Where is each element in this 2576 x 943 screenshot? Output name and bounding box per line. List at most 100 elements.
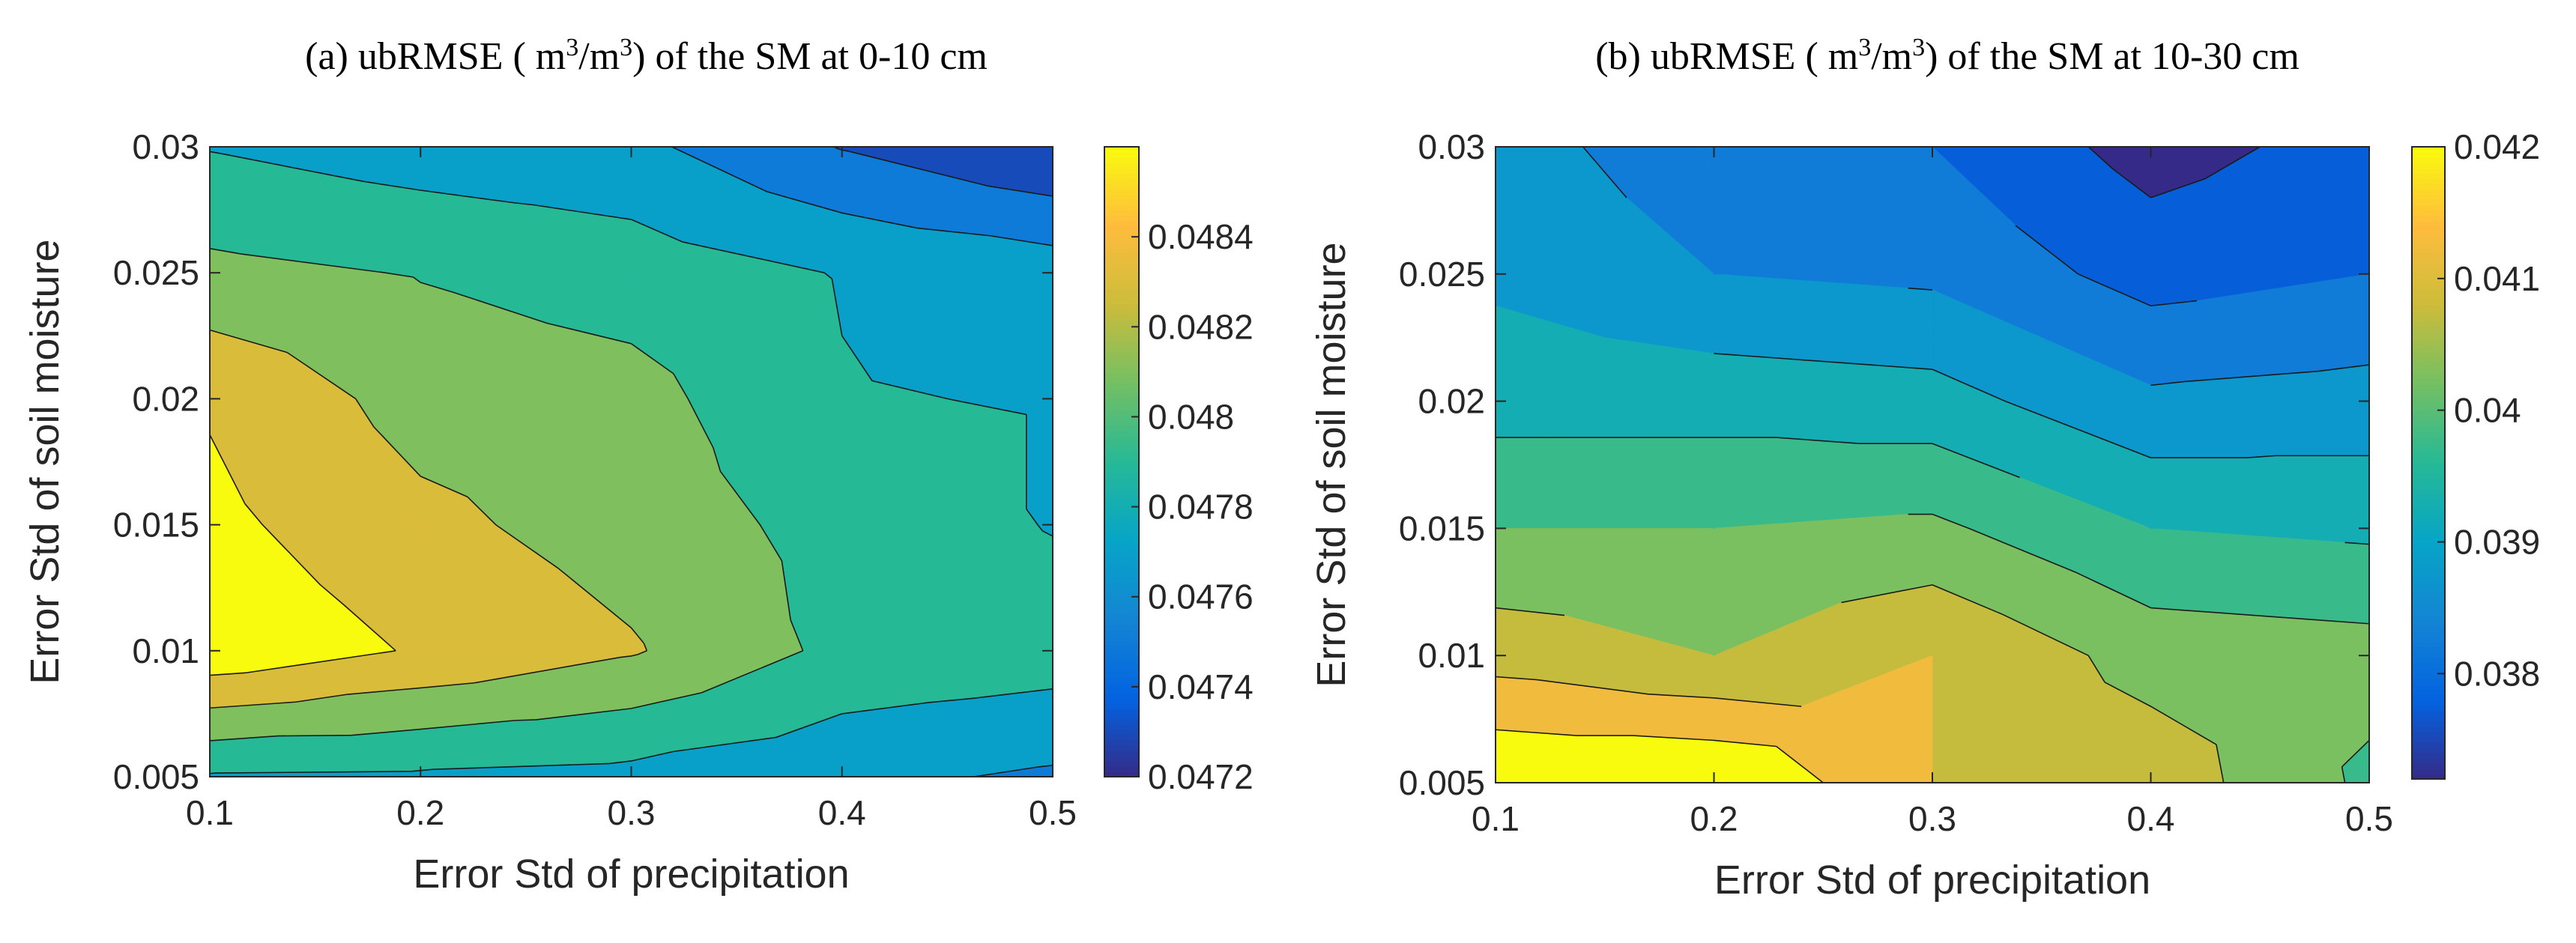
- colorbar-segment: [2412, 578, 2445, 585]
- colorbar-segment: [1104, 377, 1139, 384]
- colorbar-segment: [1104, 608, 1139, 615]
- x-axis-label: Error Std of precipitation: [1714, 858, 2150, 903]
- colorbar-segment: [2412, 505, 2445, 512]
- colorbar-segment: [2412, 147, 2445, 153]
- colorbar-segment: [1104, 477, 1139, 484]
- colorbar-segment: [1104, 755, 1139, 762]
- colorbar-segment: [1104, 582, 1139, 589]
- contour-band: [1714, 527, 1824, 656]
- colorbar-segment: [2412, 246, 2445, 253]
- colorbar-segment: [1104, 189, 1139, 195]
- x-tick-label: 0.2: [396, 793, 444, 832]
- colorbar-segment: [1104, 178, 1139, 184]
- colorbar: 0.038 0.039 0.04 0.041 0.042: [2411, 127, 2540, 780]
- colorbar-segment: [2412, 610, 2445, 616]
- colorbar-segment: [2412, 278, 2445, 285]
- colorbar-segment: [2412, 220, 2445, 227]
- colorbar-segment: [1104, 467, 1139, 473]
- colorbar-segment: [2412, 752, 2445, 759]
- chart-panel-a: 0.1 0.2 0.3 0.4 0.5 0.005 0.01 0.015 0.02 0.025 0.…: [22, 34, 1254, 897]
- colorbar-segment: [1104, 225, 1139, 231]
- colorbar-segment: [2412, 321, 2445, 327]
- colorbar-segment: [1104, 383, 1139, 389]
- colorbar-segment: [1104, 619, 1139, 625]
- colorbar-segment: [2412, 773, 2445, 780]
- colorbar-segment: [2412, 563, 2445, 569]
- colorbar-tick-label: 0.0474: [1148, 667, 1254, 706]
- colorbar-segment: [2412, 710, 2445, 717]
- colorbar-segment: [2412, 583, 2445, 590]
- colorbar-tick-label: 0.0472: [1148, 757, 1254, 796]
- colorbar-segment: [2412, 431, 2445, 437]
- colorbar-tick-label: 0.0478: [1148, 488, 1254, 527]
- colorbar-segment: [1104, 409, 1139, 416]
- colorbar-segment: [1104, 241, 1139, 247]
- colorbar-segment: [2412, 521, 2445, 527]
- y-axis-label: Error Std of soil moisture: [22, 239, 67, 684]
- colorbar-segment: [1104, 163, 1139, 169]
- colorbar-segment: [1104, 336, 1139, 342]
- colorbar-segment: [2412, 210, 2445, 216]
- colorbar-segment: [1104, 760, 1139, 767]
- contour-line: [209, 151, 1053, 774]
- colorbar-segment: [2412, 736, 2445, 743]
- contour-fill: [1494, 146, 2371, 783]
- colorbar-segment: [1104, 482, 1139, 489]
- colorbar-segment: [2412, 283, 2445, 290]
- chart-title: (a) ubRMSE ( m3/m3) of the SM at 0-10 cm: [305, 34, 988, 79]
- colorbar-segment: [1104, 676, 1139, 683]
- colorbar-segment: [1104, 771, 1139, 777]
- contour-line: [1495, 584, 2225, 783]
- colorbar-segment: [1104, 655, 1139, 662]
- colorbar-segment: [2412, 500, 2445, 506]
- colorbar-segment: [1104, 519, 1139, 526]
- contour-line: [2015, 225, 2197, 307]
- y-tick-label: 0.03: [1418, 127, 1485, 166]
- contour-lines: [209, 146, 1053, 777]
- colorbar-segment: [1104, 440, 1139, 447]
- colorbar-segment: [2412, 700, 2445, 706]
- colorbar-segment: [2412, 425, 2445, 432]
- colorbar-segment: [2412, 768, 2445, 774]
- colorbar-segment: [2412, 331, 2445, 337]
- contour-band: [841, 398, 949, 526]
- colorbar-segment: [2412, 267, 2445, 274]
- colorbar-segment: [2412, 637, 2445, 643]
- contour-line: [1495, 676, 1802, 707]
- colorbar-segment: [1104, 530, 1139, 536]
- colorbar-segment: [1104, 592, 1139, 599]
- x-tick-label: 0.3: [1908, 799, 1956, 838]
- colorbar-segment: [2412, 652, 2445, 659]
- contour-band: [841, 524, 949, 652]
- colorbar-segment: [2412, 473, 2445, 479]
- colorbar-segment: [2412, 410, 2445, 416]
- colorbar-segment: [2412, 557, 2445, 564]
- colorbar-segment: [1104, 367, 1139, 374]
- colorbar-segment: [2412, 257, 2445, 264]
- colorbar-segment: [1104, 388, 1139, 395]
- colorbar-frame: [2411, 146, 2446, 780]
- colorbar-segment: [1104, 294, 1139, 300]
- colorbar-segment: [1104, 503, 1139, 510]
- contour-lines: [1495, 146, 2370, 783]
- colorbar-segment: [2412, 347, 2445, 354]
- colorbar-segment: [1104, 708, 1139, 715]
- colorbar-segment: [1104, 315, 1139, 321]
- colorbar-segment: [2412, 231, 2445, 237]
- colorbar-segment: [2412, 568, 2445, 574]
- colorbar-segment: [2412, 415, 2445, 422]
- colorbar-segment: [2412, 336, 2445, 343]
- colorbar-segment: [2412, 236, 2445, 243]
- colorbar-segment: [1104, 488, 1139, 494]
- contour-fill: [208, 146, 1054, 777]
- colorbar-segment: [1104, 561, 1139, 568]
- colorbar-segment: [1104, 587, 1139, 594]
- colorbar-segment: [2412, 668, 2445, 675]
- y-tick-label: 0.005: [1399, 763, 1485, 802]
- colorbar-segment: [1104, 346, 1139, 353]
- colorbar-segment: [1104, 304, 1139, 311]
- colorbar-segment: [2412, 194, 2445, 201]
- contour-line: [1495, 729, 1824, 783]
- colorbar-segment: [2412, 452, 2445, 458]
